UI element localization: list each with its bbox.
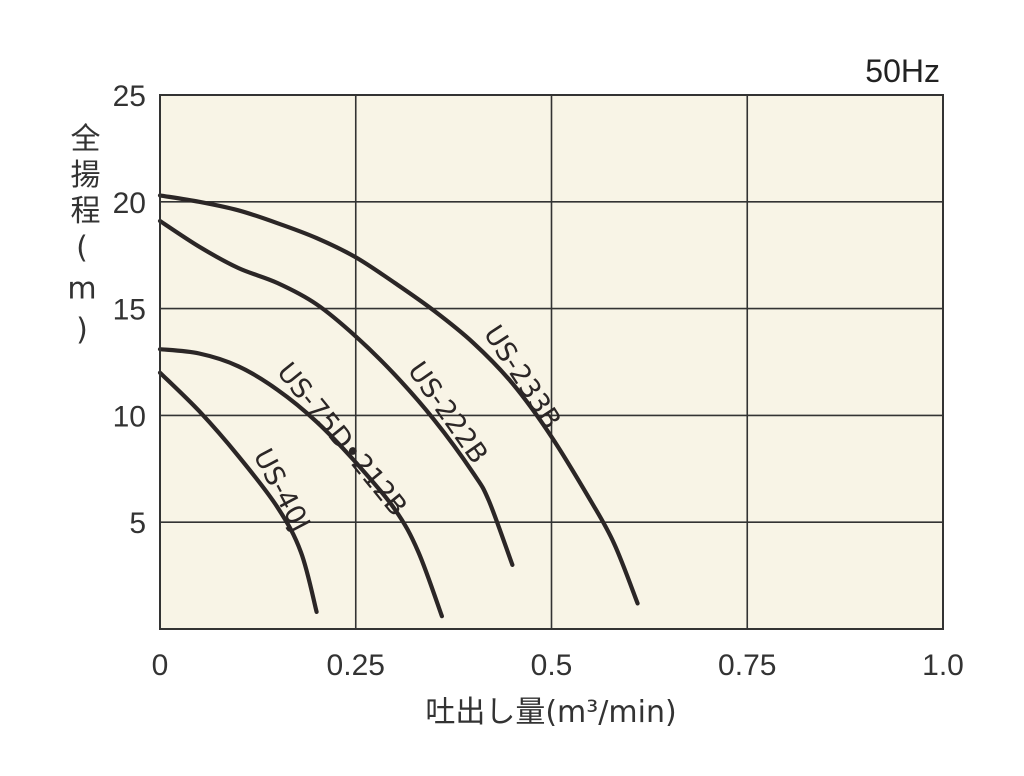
frequency-annotation: 50Hz: [865, 53, 940, 89]
y-tick-label: 25: [113, 80, 146, 113]
y-tick-label: 15: [113, 294, 146, 327]
y-axis-title: 全揚程(m): [65, 123, 101, 354]
x-tick-label: 1.0: [922, 649, 964, 682]
x-tick-label: 0.5: [531, 649, 573, 682]
curve-line-2: [157, 218, 515, 567]
x-tick-labels: 0 0.25 0.5 0.75 1.0: [152, 649, 964, 682]
y-tick-label: 10: [113, 400, 146, 433]
x-tick-label: 0.25: [327, 649, 385, 682]
y-tick-label: 20: [113, 187, 146, 220]
x-tick-label: 0.75: [718, 649, 776, 682]
plot-frame: [159, 94, 944, 630]
x-tick-label: 0: [152, 649, 169, 682]
curve-line-3: [157, 347, 444, 619]
curves-layer: [157, 193, 640, 619]
y-tick-labels: 5 10 15 20 25: [113, 80, 146, 540]
y-tick-label: 5: [129, 507, 146, 540]
curve-line-1: [157, 193, 640, 606]
x-axis-title: 吐出し量(m³/min): [425, 695, 676, 730]
curve-line-4: [157, 370, 319, 614]
